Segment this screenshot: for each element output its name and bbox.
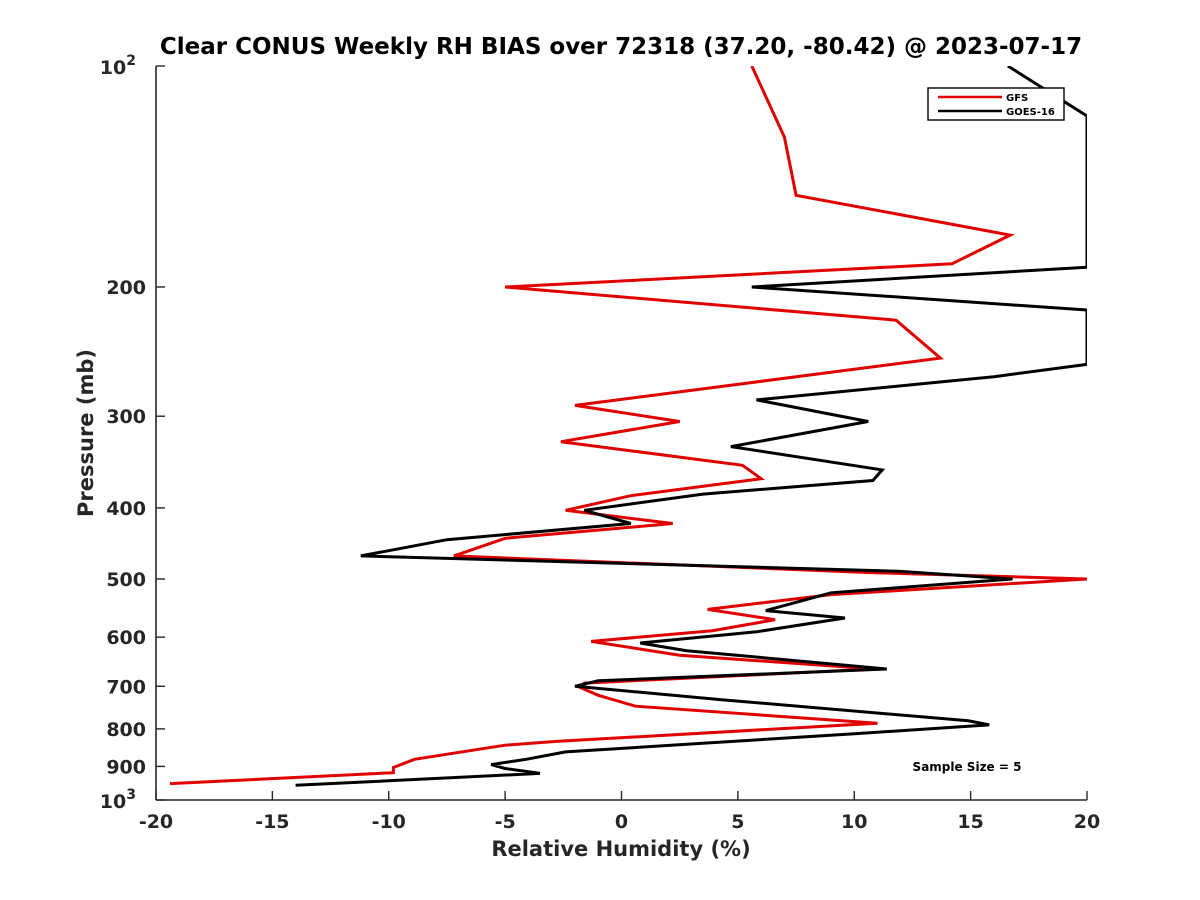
- x-tick-label: 10: [841, 811, 867, 833]
- x-tick-label: -10: [372, 811, 406, 833]
- y-tick-label: 800: [106, 719, 146, 741]
- y-tick-label: 102: [100, 53, 136, 79]
- y-tick-label: 700: [106, 676, 146, 698]
- y-tick-label: 300: [106, 406, 146, 428]
- x-tick-label: 0: [615, 811, 628, 833]
- y-tick-label: 200: [106, 277, 146, 299]
- y-ticks: 102 200 300 400 500 600 700 800 900 103: [100, 53, 165, 813]
- legend-label: GFS: [1006, 93, 1028, 104]
- x-tick-label: 20: [1074, 811, 1100, 833]
- x-axis-title: Relative Humidity (%): [491, 837, 750, 861]
- y-tick-label: 500: [106, 569, 146, 591]
- sample-size-annotation: Sample Size = 5: [913, 760, 1022, 774]
- legend-box: [927, 87, 1065, 121]
- chart-title: Clear CONUS Weekly RH BIAS over 72318 (3…: [160, 34, 1082, 60]
- x-tick-label: -5: [495, 811, 516, 833]
- y-tick-label: 103: [100, 787, 136, 813]
- series-layer: [169, 66, 1087, 787]
- x-tick-label: 5: [731, 811, 744, 833]
- x-tick-label: -20: [139, 811, 173, 833]
- y-tick-label: 600: [106, 627, 146, 649]
- x-tick-label: 15: [957, 811, 983, 833]
- x-tick-label: -15: [255, 811, 289, 833]
- x-ticks: -20 -15 -10 -5 0 5 10 15 20: [139, 791, 1100, 833]
- y-axis-title: Pressure (mb): [74, 349, 98, 517]
- series-line-goes-16: [295, 66, 1087, 787]
- y-tick-label: 400: [106, 498, 146, 520]
- y-tick-label: 900: [106, 756, 146, 778]
- legend: GFS GOES-16: [927, 87, 1065, 121]
- legend-label: GOES-16: [1006, 107, 1055, 118]
